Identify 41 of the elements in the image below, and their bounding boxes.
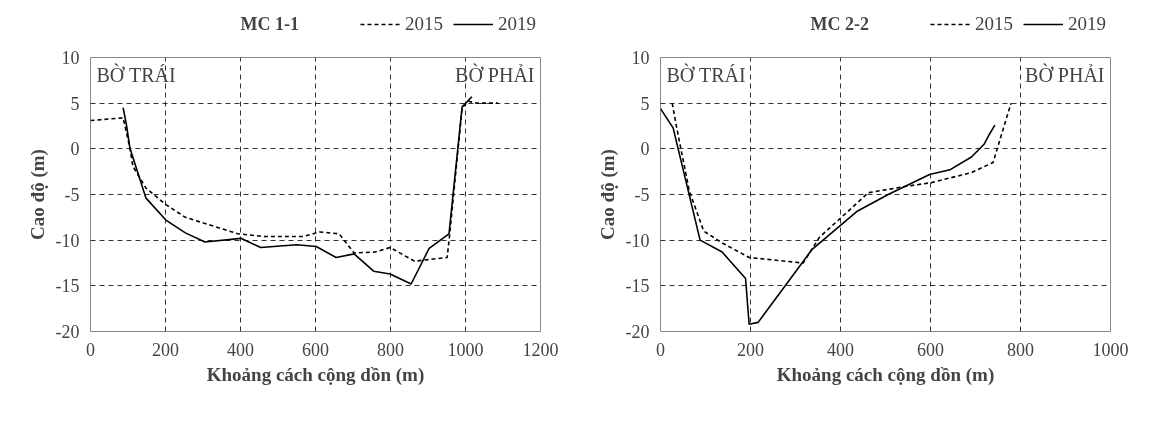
legend-label: 2015 bbox=[975, 13, 1013, 35]
y-tick-label: -5 bbox=[634, 185, 650, 205]
y-tick-label: -10 bbox=[55, 230, 80, 251]
chart-title: MC 2-2 bbox=[810, 13, 869, 34]
x-tick-label: 600 bbox=[302, 339, 329, 360]
x-tick-label: 400 bbox=[227, 339, 254, 360]
annotation: BỜ TRÁI bbox=[96, 62, 176, 86]
legend-label: 2015 bbox=[405, 13, 443, 35]
x-axis-title: Khoảng cách cộng dồn (m) bbox=[776, 363, 995, 386]
y-tick-label: 0 bbox=[640, 139, 650, 160]
x-tick-label: 0 bbox=[656, 339, 665, 360]
y-tick-label: 0 bbox=[70, 139, 80, 160]
y-tick-label: -10 bbox=[625, 230, 650, 251]
y-axis-title: Cao độ (m) bbox=[596, 149, 619, 240]
annotation: BỜ TRÁI bbox=[666, 62, 746, 86]
y-tick-label: 10 bbox=[631, 48, 650, 68]
y-tick-label: 5 bbox=[640, 93, 650, 114]
x-tick-label: 1000 bbox=[447, 339, 484, 360]
y-tick-label: 10 bbox=[61, 48, 80, 68]
y-tick-label: -20 bbox=[55, 322, 80, 342]
y-tick-label: -15 bbox=[625, 276, 650, 297]
x-tick-label: 400 bbox=[827, 339, 854, 360]
x-tick-label: 200 bbox=[152, 339, 179, 360]
chart-title: MC 1-1 bbox=[240, 13, 299, 34]
x-tick-label: 600 bbox=[917, 339, 944, 360]
y-axis-title: Cao độ (m) bbox=[26, 149, 49, 240]
x-tick-label: 800 bbox=[1007, 339, 1034, 360]
x-tick-label: 0 bbox=[86, 339, 95, 360]
x-tick-label: 200 bbox=[737, 339, 764, 360]
legend-label: 2019 bbox=[498, 13, 536, 35]
y-tick-label: -20 bbox=[625, 322, 650, 342]
x-tick-label: 800 bbox=[377, 339, 404, 360]
annotation: BỜ PHẢI bbox=[1025, 62, 1105, 86]
annotation: BỜ PHẢI bbox=[455, 62, 535, 86]
x-axis-title: Khoảng cách cộng dồn (m) bbox=[206, 363, 425, 386]
x-tick-label: 1000 bbox=[1092, 339, 1129, 360]
y-tick-label: 5 bbox=[70, 93, 80, 114]
y-tick-label: -5 bbox=[64, 185, 80, 205]
y-tick-label: -15 bbox=[55, 276, 80, 297]
x-tick-label: 1200 bbox=[522, 339, 559, 360]
legend-label: 2019 bbox=[1068, 13, 1106, 35]
